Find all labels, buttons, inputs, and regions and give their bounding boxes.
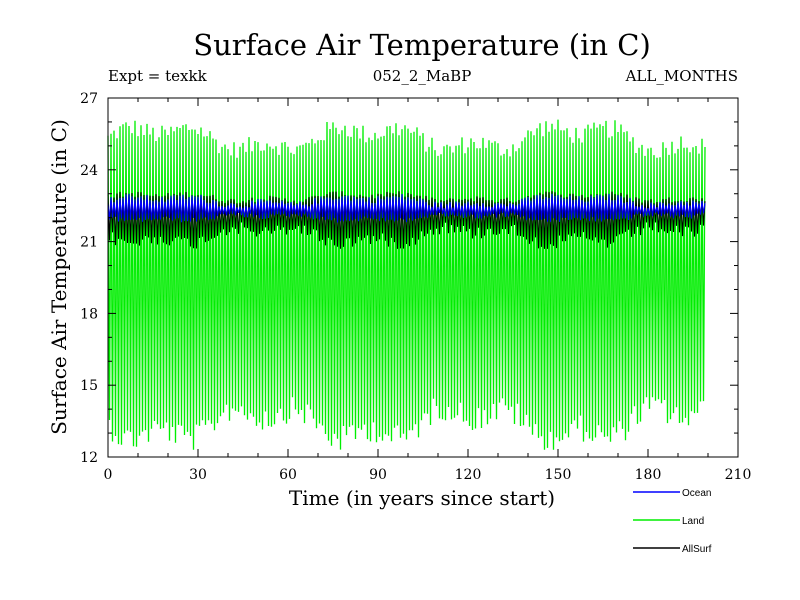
x-axis-label: Time (in years since start) xyxy=(289,486,555,510)
x-tick-label: 180 xyxy=(635,467,662,483)
legend-label-land: Land xyxy=(682,516,704,527)
x-tick-label: 60 xyxy=(279,467,297,483)
x-tick-label: 0 xyxy=(104,467,113,483)
y-tick-label: 12 xyxy=(80,450,98,466)
series-line-ocean xyxy=(107,193,706,223)
plot-frame xyxy=(107,97,739,458)
y-axis-label: Surface Air Temperature (in C) xyxy=(47,119,71,435)
subtitle-left: Expt = texkk xyxy=(108,67,208,85)
x-tick-label: 210 xyxy=(725,467,752,483)
y-tick-label: 21 xyxy=(80,235,98,251)
x-tick-label: 30 xyxy=(189,467,207,483)
legend: Ocean Land AllSurf xyxy=(633,488,712,555)
axes-layer: 0 30 60 90 120 150 180 210 12 15 18 21 24 27 xyxy=(80,91,751,483)
series-line-land xyxy=(107,119,706,450)
y-tick-label: 24 xyxy=(80,163,98,179)
subtitle-center: 052_2_MaBP xyxy=(373,67,472,85)
y-tick-label: 15 xyxy=(80,378,98,394)
chart-title: Surface Air Temperature (in C) xyxy=(193,28,651,62)
legend-label-ocean: Ocean xyxy=(682,488,711,499)
legend-label-allsurf: AllSurf xyxy=(682,544,712,555)
x-tick-label: 90 xyxy=(369,467,387,483)
series-layer xyxy=(107,119,706,450)
x-tick-label: 150 xyxy=(545,467,572,483)
y-tick-label: 27 xyxy=(80,91,98,107)
x-tick-label: 120 xyxy=(455,467,482,483)
subtitle-right: ALL_MONTHS xyxy=(625,67,738,85)
y-tick-label: 18 xyxy=(80,306,98,322)
